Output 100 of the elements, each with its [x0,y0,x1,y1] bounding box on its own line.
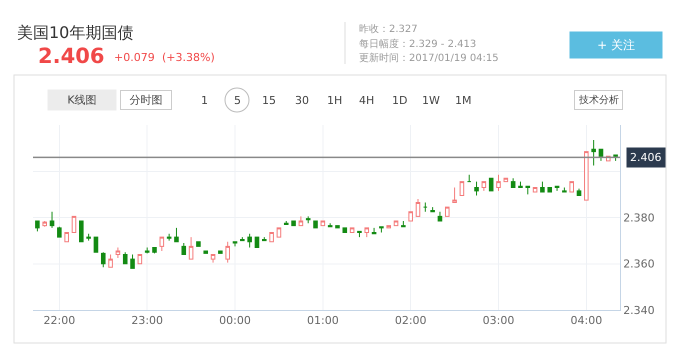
candlestick [510,178,516,188]
candlestick [598,148,604,162]
x-tick-label: 02:00 [394,314,427,328]
candlestick [584,151,589,201]
candlestick [35,220,40,232]
x-tick-label: 00:00 [219,314,251,328]
ref-line-label: 2.406 [630,151,662,164]
candlestick [247,233,252,248]
text: +0.079 [114,51,155,64]
candlestick [504,178,508,182]
candlestick [328,222,332,228]
candlestick [108,254,113,268]
x-tick-label: 03:00 [482,314,514,328]
candlestick [554,186,560,192]
text: 分时图 [130,94,162,106]
candlestick [466,174,472,182]
candlestick [210,254,216,264]
candlestick [138,254,142,264]
candlestick [613,154,618,162]
candlestick [335,225,340,228]
candlestick [401,220,406,228]
candlestick [254,236,260,248]
candlestick [460,181,464,196]
candlestick [444,206,450,217]
candlestick [576,188,582,196]
candlestick [276,227,282,238]
x-tick-label: 01:00 [306,314,339,328]
candlestick [284,220,289,225]
candlestick [562,186,567,193]
candlestick [72,216,76,234]
y-tick-label: 2.360 [623,258,655,271]
candlestick [196,241,201,247]
candlestick [342,227,348,234]
candlestick [203,250,208,254]
candlestick [357,230,362,238]
candlestick [116,247,120,258]
candlestick [160,236,164,252]
candlestick [547,186,552,193]
candlestick [240,236,245,242]
text: (+3.38%) [162,51,215,64]
candlestick [144,247,150,254]
candlestick [86,233,91,242]
candlestick [42,220,47,228]
candlestick [379,226,384,234]
candlestick [350,227,354,234]
y-tick-label: 2.340 [623,304,655,317]
candlestick [181,242,186,255]
candlestick [188,236,194,260]
candlestick [452,186,457,203]
candlestick [269,232,274,242]
chart-subtitle: 2.406 [38,44,104,68]
candlestick [225,241,230,264]
candlestick [591,140,596,166]
x-tick-label: 22:00 [44,314,76,328]
candlestick [174,227,179,242]
candlestick [218,250,223,254]
text: 每日幅度：2.329 - 2.413 [359,38,476,50]
candlestick [569,181,574,193]
text: 1 5 15 30 1H 4H 1D 1W 1M [201,94,472,107]
candlestick [232,241,238,247]
candlestick [416,198,420,217]
text: 昨收：2.327 [359,23,418,35]
candlestick [262,236,267,242]
candlestick [408,211,413,222]
chart-title: 美国10年期国债 [17,23,134,42]
candlestick [364,227,370,238]
candlestick [482,181,486,192]
candlestick [372,227,376,234]
candlestick [518,181,523,188]
candlestick [438,211,442,222]
candlestick [79,220,84,242]
y-tick-label: 2.380 [623,211,655,224]
candlestick [474,181,479,196]
candlestick [488,178,494,192]
candlestick [430,206,435,212]
candlestick [130,254,135,269]
text: K线图 [67,94,97,106]
x-tick-label: 23:00 [131,314,164,328]
text: 技术分析 [578,94,619,106]
candlestick [496,174,501,192]
candlestick [320,220,326,226]
candlestick [166,233,172,242]
candlestick [152,247,157,254]
text: 更新时间：2017/01/19 04:15 [359,52,499,64]
text: + 关注 [597,38,635,52]
candlestick [94,236,98,253]
candlestick [386,225,392,228]
candlestick [122,252,128,264]
candlestick [525,186,530,195]
candlestick [64,232,69,242]
candlestick [306,216,310,224]
candlestick [57,226,62,238]
candlestick [313,220,318,228]
candlestick [100,252,106,268]
candlestick [298,216,304,226]
candlestick [540,181,545,193]
candlestick [50,211,54,228]
candlestick [423,202,428,212]
candlestick [394,220,398,226]
candlestick [291,220,296,226]
